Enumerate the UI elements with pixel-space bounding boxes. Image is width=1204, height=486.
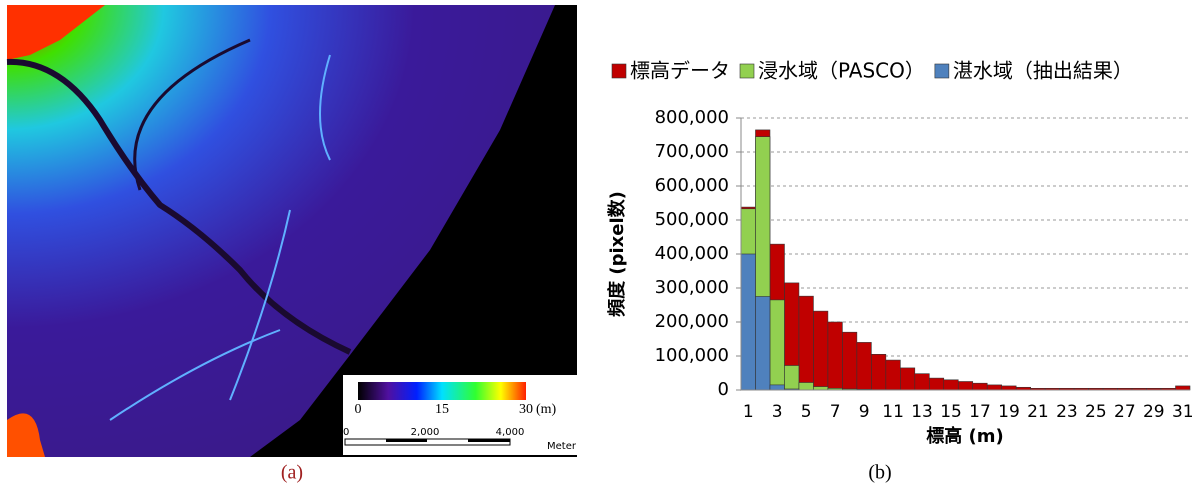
x-tick-label: 31 <box>1172 402 1194 422</box>
y-tick-label: 300,000 <box>655 277 729 298</box>
bar <box>857 342 871 390</box>
caption: (b) <box>868 462 891 484</box>
colorbar-label: 0 <box>355 402 362 417</box>
x-tick-label: 11 <box>882 402 904 422</box>
figure: 0 15 30 (m) 0 2,000 4,000 Meter (a) (b) … <box>0 0 1204 486</box>
x-axis-title: 標高 (m) <box>926 425 1003 447</box>
bar <box>944 380 958 390</box>
y-axis-title: 頻度 (pixel数) <box>606 191 628 317</box>
colorbar-label: 15 <box>435 402 449 417</box>
x-tick-label: 9 <box>859 402 870 422</box>
bar <box>784 366 798 390</box>
y-tick-label: 500,000 <box>655 209 729 230</box>
bar <box>929 378 943 390</box>
x-tick-label: 7 <box>830 402 841 422</box>
scale-unit: Meter <box>547 441 577 452</box>
legend-label: 浸水域（PASCO） <box>758 59 925 83</box>
legend-swatch <box>935 64 949 78</box>
bar <box>770 300 784 390</box>
colorbar <box>358 382 526 400</box>
bar <box>987 385 1001 390</box>
x-tick-label: 25 <box>1085 402 1107 422</box>
y-tick-label: 800,000 <box>655 107 729 128</box>
bar <box>915 374 929 390</box>
x-tick-label: 19 <box>998 402 1020 422</box>
scale-label: 0 <box>343 427 349 438</box>
colorbar-label: 30 <box>519 402 533 417</box>
y-tick-label: 600,000 <box>655 175 729 196</box>
bar <box>900 368 914 390</box>
x-tick-label: 3 <box>772 402 783 422</box>
bar <box>828 322 842 390</box>
bar <box>973 383 987 390</box>
x-tick-label: 5 <box>801 402 812 422</box>
scale-label: 2,000 <box>411 427 440 438</box>
x-tick-label: 1 <box>743 402 754 422</box>
legend-swatch <box>740 64 754 78</box>
x-tick-label: 15 <box>940 402 962 422</box>
bar <box>886 360 900 390</box>
scale-bar <box>468 439 510 442</box>
caption: (a) <box>281 462 303 484</box>
bar <box>813 387 827 390</box>
scale-bar <box>386 439 427 442</box>
legend-label: 湛水域（抽出結果） <box>953 59 1133 83</box>
bar <box>741 254 755 390</box>
x-tick-label: 21 <box>1027 402 1049 422</box>
bar <box>799 383 813 390</box>
bar <box>842 332 856 390</box>
y-tick-label: 700,000 <box>655 141 729 162</box>
bar <box>1176 386 1190 390</box>
y-tick-label: 100,000 <box>655 345 729 366</box>
bar <box>1002 386 1016 390</box>
x-tick-label: 17 <box>969 402 991 422</box>
bar <box>799 296 813 390</box>
bar <box>871 354 885 390</box>
x-tick-label: 13 <box>911 402 933 422</box>
bar <box>958 382 972 391</box>
y-tick-label: 400,000 <box>655 243 729 264</box>
legend-swatch <box>612 64 626 78</box>
y-tick-label: 200,000 <box>655 311 729 332</box>
y-tick-label: 0 <box>718 379 729 400</box>
map: 0 15 30 (m) 0 2,000 4,000 Meter <box>7 5 577 457</box>
x-tick-label: 27 <box>1114 402 1136 422</box>
bar <box>755 297 769 391</box>
bar <box>813 311 827 390</box>
legend-label: 標高データ <box>630 59 730 83</box>
bar <box>770 385 784 390</box>
x-tick-label: 23 <box>1056 402 1078 422</box>
x-tick-label: 29 <box>1143 402 1165 422</box>
colorbar-unit: (m) <box>536 402 557 417</box>
scale-label: 4,000 <box>496 427 525 438</box>
